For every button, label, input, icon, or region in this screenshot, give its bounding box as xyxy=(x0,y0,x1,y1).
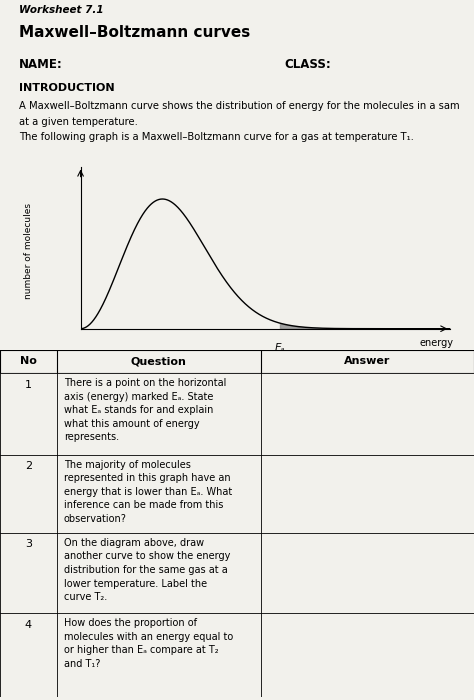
Text: No: No xyxy=(20,356,37,367)
Text: 2: 2 xyxy=(25,461,32,471)
Text: How does the proportion of
molecules with an energy equal to
or higher than Eₐ c: How does the proportion of molecules wit… xyxy=(64,618,233,668)
Text: The majority of molecules
represented in this graph have an
energy that is lower: The majority of molecules represented in… xyxy=(64,460,232,524)
Text: energy: energy xyxy=(420,338,454,349)
Text: A Maxwell–Boltzmann curve shows the distribution of energy for the molecules in : A Maxwell–Boltzmann curve shows the dist… xyxy=(19,101,460,111)
Text: Eₐ: Eₐ xyxy=(274,343,285,354)
Text: number of molecules: number of molecules xyxy=(24,204,33,300)
Text: INTRODUCTION: INTRODUCTION xyxy=(19,83,115,93)
Text: There is a point on the horizontal
axis (energy) marked Eₐ. State
what Eₐ stands: There is a point on the horizontal axis … xyxy=(64,378,227,442)
Text: 4: 4 xyxy=(25,620,32,630)
Text: On the diagram above, draw
another curve to show the energy
distribution for the: On the diagram above, draw another curve… xyxy=(64,538,230,602)
Text: Answer: Answer xyxy=(344,356,391,367)
Text: Question: Question xyxy=(131,356,187,367)
Text: at a given temperature.: at a given temperature. xyxy=(19,117,138,127)
Text: Maxwell–Boltzmann curves: Maxwell–Boltzmann curves xyxy=(19,25,250,40)
Text: 3: 3 xyxy=(25,540,32,550)
Text: 1: 1 xyxy=(25,379,32,390)
Text: CLASS:: CLASS: xyxy=(284,59,331,71)
Text: Worksheet 7.1: Worksheet 7.1 xyxy=(19,5,104,15)
Text: NAME:: NAME: xyxy=(19,59,63,71)
Text: The following graph is a Maxwell–Boltzmann curve for a gas at temperature T₁.: The following graph is a Maxwell–Boltzma… xyxy=(19,132,414,142)
